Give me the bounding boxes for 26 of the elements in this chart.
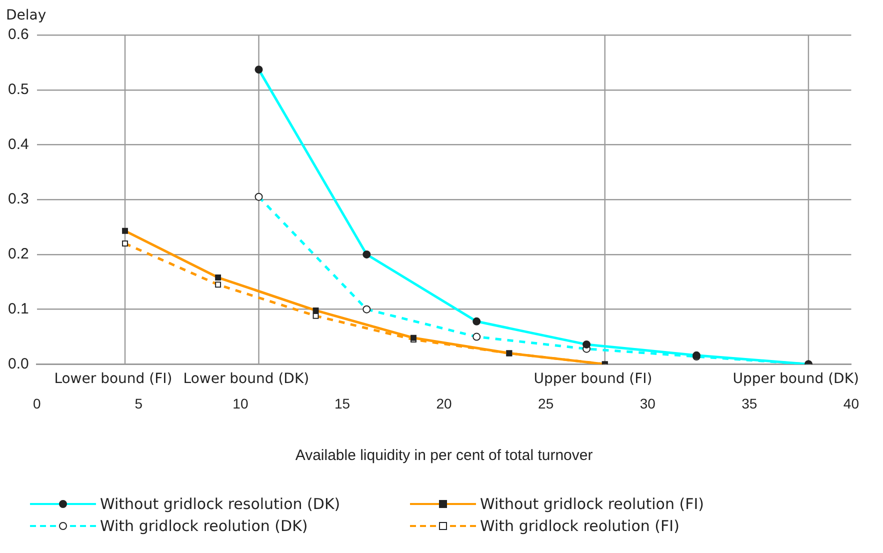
ref-line-label: Upper bound (DK) [732,370,859,387]
ref-line-label: Lower bound (FI) [54,370,172,387]
x-tick-label: 40 [843,395,860,412]
x-axis-title: Available liquidity in per cent of total turnover [295,447,593,464]
y-tick-label: 0.4 [8,136,29,153]
x-tick-label: 5 [134,395,143,412]
x-tick-label: 0 [32,395,41,412]
y-tick-label: 0.6 [8,26,29,44]
y-tick-label: 0.1 [8,300,29,318]
legend-label: Without gridlock reolution (FI) [480,495,704,513]
ref-line-label: Upper bound (FI) [534,370,652,387]
x-tick-label: 30 [640,395,656,412]
y-tick-label: 0.2 [8,246,29,263]
y-tick-label: 0.0 [8,355,29,372]
x-tick-label: 15 [334,395,350,412]
legend-label: With gridlock reolution (FI) [480,517,680,535]
x-tick-label: 35 [742,395,758,412]
ref-line-label: Lower bound (DK) [183,370,310,387]
y-tick-label: 0.3 [8,190,29,208]
y-tick-label: 0.5 [8,81,29,98]
x-tick-label: 25 [538,395,554,412]
legend-label: With gridlock reolution (DK) [100,517,308,535]
x-tick-label: 10 [232,395,248,412]
legend-label: Without gridlock resolution (DK) [100,495,340,513]
y-axis-title: Delay [6,8,46,24]
x-tick-label: 20 [436,395,452,412]
